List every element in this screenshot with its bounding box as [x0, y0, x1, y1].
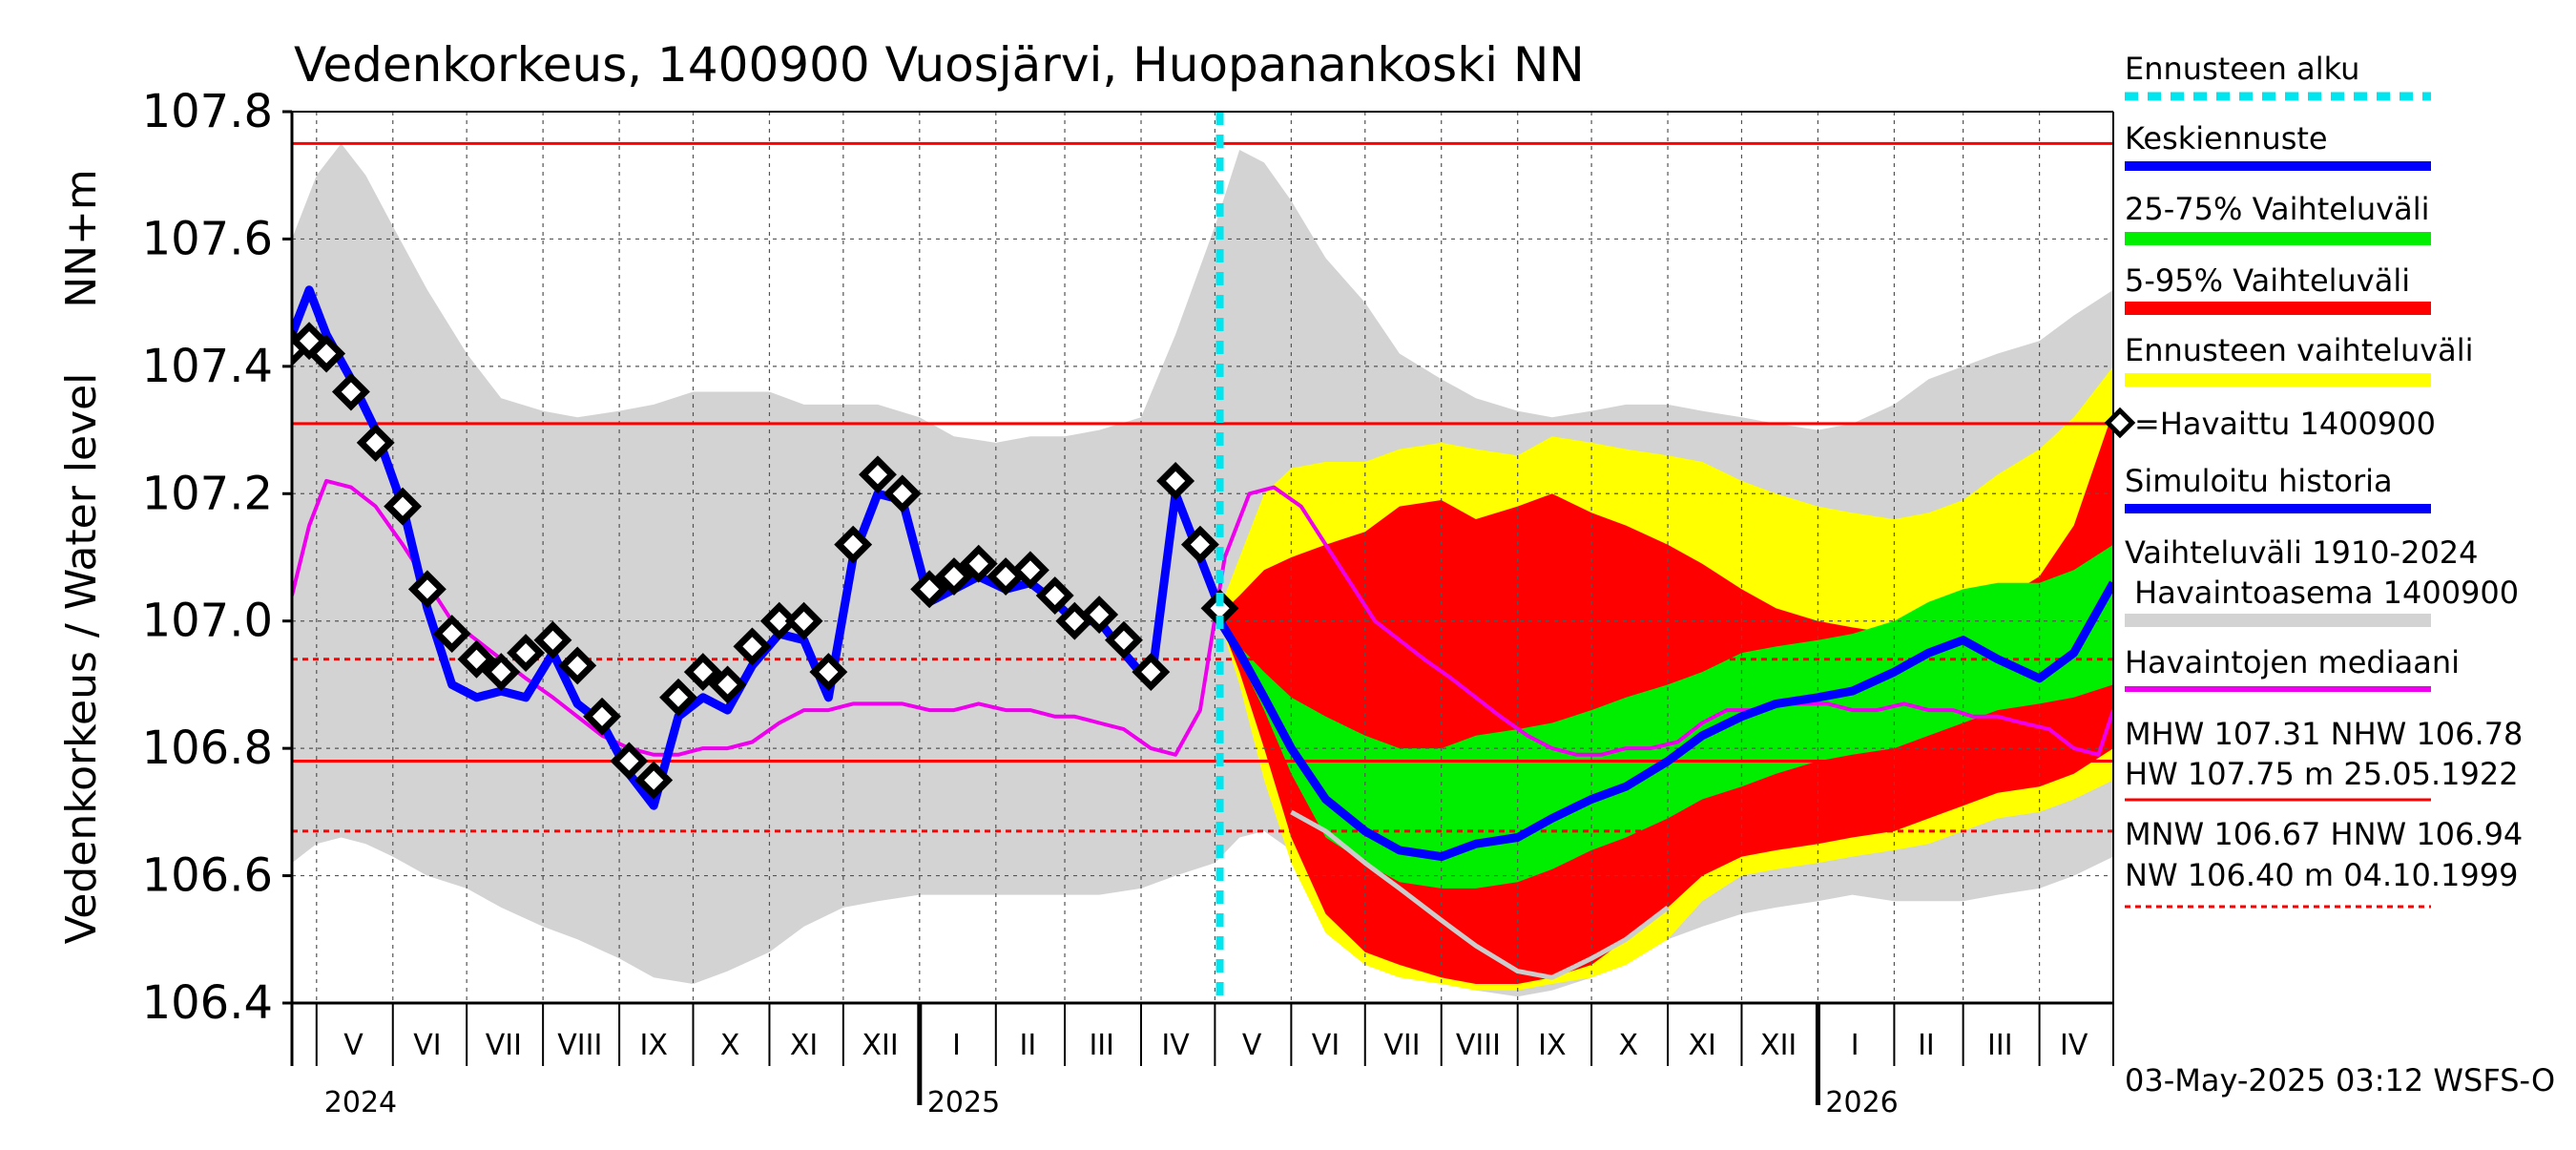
observed-point: [834, 525, 873, 564]
y-tick-label: 106.4: [142, 976, 273, 1030]
month-label: III: [1089, 1029, 1114, 1062]
month-label: XI: [790, 1029, 818, 1062]
month-label: XII: [862, 1029, 898, 1062]
y-axis-unit: NN+m: [57, 169, 106, 308]
y-tick-label: 107.4: [142, 340, 273, 393]
month-label: II: [1918, 1029, 1935, 1062]
month-label: VI: [413, 1029, 441, 1062]
observed-point: [610, 742, 649, 781]
month-label: XII: [1760, 1029, 1797, 1062]
month-label: VII: [486, 1029, 522, 1062]
series-median: [292, 478, 2113, 757]
legend-swatch-observed: [2104, 407, 2136, 439]
year-label: 2025: [927, 1086, 1000, 1119]
month-label: I: [1851, 1029, 1859, 1062]
observed-point: [1180, 525, 1219, 564]
axes: 106.4 106.6 106.8 107.0 107.2 107.4 107.6 107.8…: [142, 85, 2114, 1119]
y-tick-label: 107.2: [142, 467, 273, 520]
observed-point: [659, 678, 697, 717]
legend-label-median: Havaintojen mediaani: [2125, 644, 2460, 680]
legend-stats-high-2: HW 107.75 m 25.05.1922: [2125, 756, 2519, 792]
observed-point: [307, 334, 346, 373]
observed-point: [583, 697, 621, 736]
observed-point: [708, 665, 747, 704]
y-tick-label: 107.8: [142, 85, 273, 138]
observed-point: [784, 601, 823, 640]
observed-point: [934, 557, 973, 596]
observed-point: [959, 544, 998, 583]
observed-point: [1156, 461, 1195, 500]
observed-point: [507, 634, 546, 673]
observed-point: [683, 653, 722, 692]
y-axis-label: Vedenkorkeus / Water level: [57, 373, 106, 945]
month-label: X: [1619, 1029, 1639, 1062]
observed-point: [1010, 551, 1049, 590]
legend-stats-low-2: NW 106.40 m 04.10.1999: [2125, 857, 2518, 893]
month-label: V: [1242, 1029, 1262, 1062]
month-label: IV: [2060, 1029, 2088, 1062]
legend-label-historical-range-2: Havaintoasema 1400900: [2125, 575, 2519, 611]
observed-point: [558, 646, 597, 685]
month-label: VI: [1312, 1029, 1340, 1062]
observed-point: [809, 653, 848, 692]
observed-point: [482, 653, 521, 692]
y-tick-label: 107.0: [142, 595, 273, 648]
footer-timestamp: 03-May-2025 03:12 WSFS-O: [2125, 1062, 2555, 1098]
plot-area: [292, 112, 2113, 1003]
y-tick-label: 106.8: [142, 721, 273, 775]
legend-label-range-5-95: 5-95% Vaihteluväli: [2125, 262, 2410, 299]
legend-label-forecast-range: Ennusteen vaihteluväli: [2125, 332, 2474, 368]
observed-point: [859, 455, 897, 494]
month-label: I: [952, 1029, 961, 1062]
legend-stats-low-1: MNW 106.67 HNW 106.94: [2125, 816, 2523, 852]
legend-label-historical-range-1: Vaihteluväli 1910-2024: [2125, 534, 2479, 571]
month-label: VIII: [557, 1029, 602, 1062]
observed-point: [883, 474, 922, 513]
series-historical-minimum: [1290, 809, 1670, 980]
observed-point: [1132, 653, 1171, 692]
observed-point: [407, 570, 447, 609]
series-mean-forecast: [1215, 580, 2113, 862]
month-label: VII: [1383, 1029, 1420, 1062]
observed-point: [759, 601, 799, 640]
observed-point: [533, 620, 572, 659]
observed-point: [634, 761, 674, 800]
observed-point: [457, 639, 496, 679]
month-label: IX: [640, 1029, 668, 1062]
month-label: VIII: [1456, 1029, 1501, 1062]
observed-point: [1080, 596, 1119, 634]
month-label: XI: [1688, 1029, 1715, 1062]
legend-stats-high-1: MHW 107.31 NHW 106.78: [2125, 716, 2523, 752]
observed-point: [1104, 620, 1143, 659]
observed-point: [432, 615, 471, 654]
observed-point: [384, 487, 423, 526]
band-25-75-vaihteluv-li: [1219, 544, 2113, 889]
y-tick-label: 107.6: [142, 212, 273, 265]
year-label: 2026: [1825, 1086, 1898, 1119]
month-label: III: [1987, 1029, 2013, 1062]
legend-label-forecast-start: Ennusteen alku: [2125, 51, 2359, 87]
month-label: II: [1019, 1029, 1036, 1062]
observed-point: [356, 423, 395, 462]
legend-label-simulated: Simuloitu historia: [2125, 463, 2393, 499]
legend-label-mean-forecast: Keskiennuste: [2125, 120, 2328, 157]
month-label: X: [720, 1029, 740, 1062]
observed-point: [910, 570, 949, 609]
legend-label-observed: =Havaittu 1400900: [2134, 406, 2436, 442]
y-tick-label: 106.6: [142, 849, 273, 903]
observed-point: [331, 372, 370, 411]
observed-point: [733, 627, 772, 666]
chart-title: Vedenkorkeus, 1400900 Vuosjärvi, Huopana…: [294, 37, 1585, 93]
year-label: 2024: [324, 1086, 397, 1119]
observed-point: [1035, 576, 1074, 615]
month-label: IV: [1161, 1029, 1190, 1062]
month-label: IX: [1538, 1029, 1566, 1062]
month-label: V: [343, 1029, 364, 1062]
legend-label-range-25-75: 25-75% Vaihteluväli: [2125, 191, 2429, 227]
legend: Ennusteen alku Keskiennuste 25-75% Vaiht…: [2104, 51, 2523, 909]
